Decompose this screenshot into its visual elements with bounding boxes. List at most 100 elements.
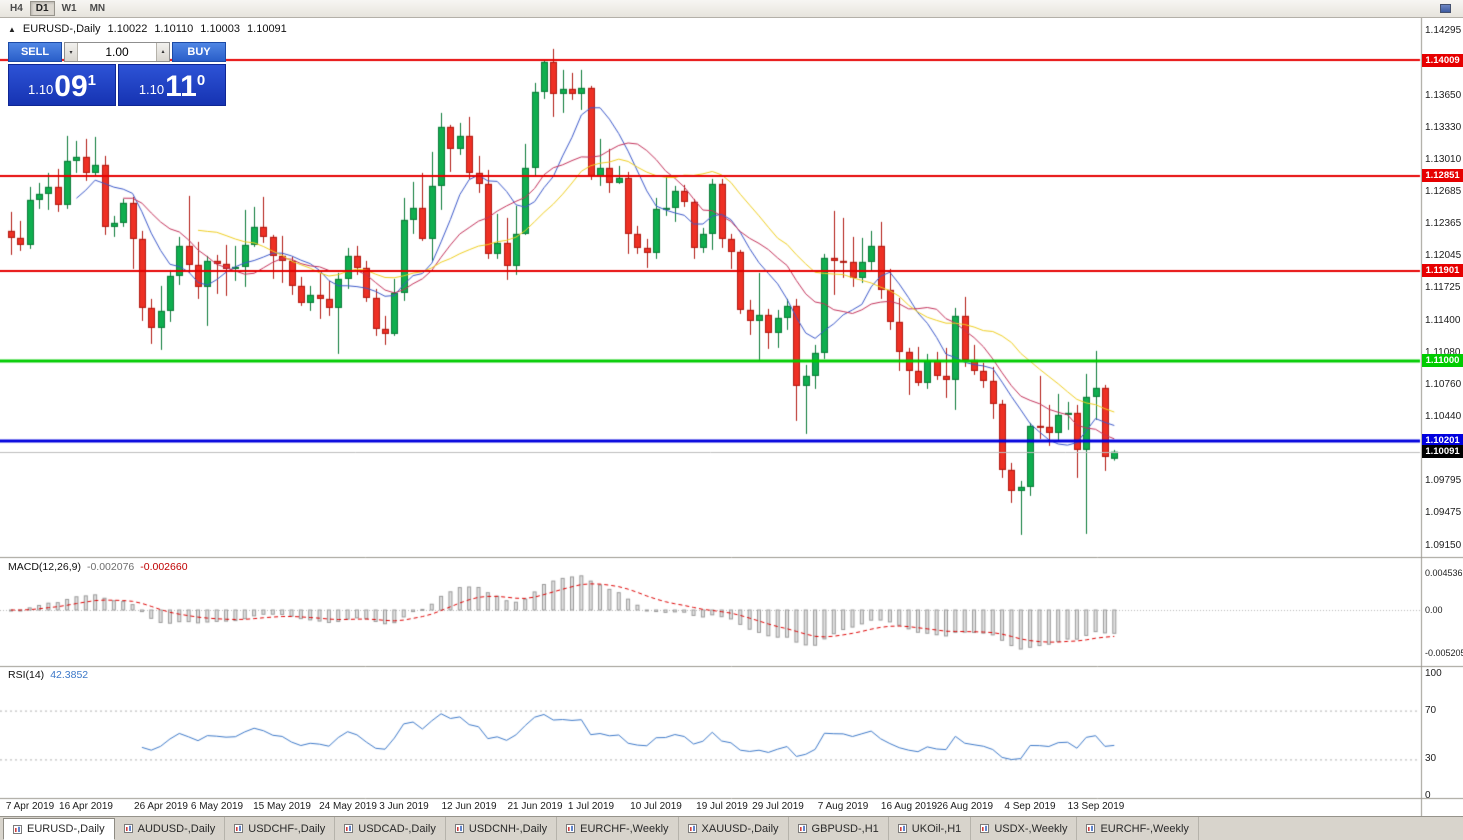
chart-symbol-label: EURUSD-,Daily bbox=[22, 23, 101, 35]
date-axis-label: 3 Jun 2019 bbox=[379, 801, 429, 812]
price-axis-tick: 1.11080 bbox=[1425, 346, 1461, 358]
current-price-tag: 1.10091 bbox=[1422, 445, 1463, 458]
price-axis-tick: 1.09475 bbox=[1425, 507, 1462, 519]
volume-increase-button[interactable]: ▴ bbox=[156, 43, 169, 61]
rsi-name: RSI(14) bbox=[8, 669, 45, 681]
hline-price-tag: 1.11000 bbox=[1422, 354, 1463, 367]
price-axis-tick: 1.12685 bbox=[1425, 186, 1462, 198]
chart-tab-ukoil-h1[interactable]: UKOil-,H1 bbox=[889, 817, 972, 840]
chart-tab-icon bbox=[454, 824, 464, 833]
date-axis-label: 12 Jun 2019 bbox=[441, 801, 497, 812]
chart-direction-icon: ▲ bbox=[8, 24, 16, 34]
date-axis-label: 10 Jul 2019 bbox=[630, 801, 682, 812]
price-axis-tick: 1.12365 bbox=[1425, 218, 1462, 230]
chart-tab-label: GBPUSD-,H1 bbox=[811, 822, 879, 835]
rsi-axis-tick: 0 bbox=[1425, 790, 1431, 801]
timeframe-button-w1[interactable]: W1 bbox=[61, 3, 77, 14]
rsi-axis-tick: 100 bbox=[1425, 668, 1442, 679]
chart-tab-label: USDCNH-,Daily bbox=[468, 822, 548, 835]
macd-panel-label: MACD(12,26,9) -0.002076 -0.002660 bbox=[8, 561, 188, 573]
chart-tab-label: AUDUSD-,Daily bbox=[137, 822, 216, 835]
date-axis-label: 1 Jul 2019 bbox=[567, 801, 615, 812]
date-axis-label: 7 Aug 2019 bbox=[817, 801, 869, 812]
hline-price-tag: 1.12851 bbox=[1422, 169, 1463, 182]
date-axis-label: 21 Jun 2019 bbox=[507, 801, 563, 812]
timeframe-button-d1[interactable]: D1 bbox=[29, 1, 55, 16]
hline-price-tag: 1.10201 bbox=[1422, 434, 1463, 447]
chart-tab-icon bbox=[980, 824, 990, 833]
timeframe-toolbar: H4 D1 W1 MN bbox=[0, 0, 1463, 18]
chart-tab-label: XAUUSD-,Daily bbox=[701, 822, 779, 835]
chart-tab-label: EURCHF-,Weekly bbox=[580, 822, 669, 835]
macd-axis-tick: 0.004536 bbox=[1425, 567, 1463, 578]
timeframe-button-mn[interactable]: MN bbox=[89, 3, 106, 14]
hline-price-tag: 1.14009 bbox=[1422, 54, 1463, 67]
date-axis-label: 16 Aug 2019 bbox=[880, 801, 938, 812]
chart-tab-icon bbox=[13, 824, 22, 834]
price-axis-tick: 1.10440 bbox=[1425, 410, 1462, 422]
chart-tab-usdcad-daily[interactable]: USDCAD-,Daily bbox=[335, 817, 446, 840]
date-axis-label: 13 Sep 2019 bbox=[1067, 801, 1125, 812]
macd-signal-value: -0.002660 bbox=[140, 561, 188, 573]
chart-tab-eurchf-weekly[interactable]: EURCHF-,Weekly bbox=[557, 817, 679, 840]
chart-ohlc-header: ▲ EURUSD-,Daily 1.10022 1.10110 1.10003 … bbox=[8, 23, 287, 35]
sell-price-display[interactable]: 1.10 09 1 bbox=[8, 64, 116, 106]
chart-tab-icon bbox=[687, 824, 697, 833]
rsi-panel-label: RSI(14) 42.3852 bbox=[8, 669, 88, 681]
chart-tab-eurchf-weekly[interactable]: EURCHF-,Weekly bbox=[1077, 817, 1199, 840]
chart-tab-label: USDCAD-,Daily bbox=[358, 822, 436, 835]
volume-decrease-button[interactable]: ▾ bbox=[65, 43, 78, 61]
rsi-value: 42.3852 bbox=[50, 669, 89, 681]
hline-price-tag: 1.11901 bbox=[1422, 264, 1463, 277]
price-axis-tick: 1.13330 bbox=[1425, 121, 1462, 133]
chart-tab-usdx-weekly[interactable]: USDX-,Weekly bbox=[971, 817, 1078, 840]
buy-price-prefix: 1.10 bbox=[138, 82, 165, 97]
price-axis-tick: 1.10760 bbox=[1425, 378, 1462, 390]
chart-tab-xauusd-daily[interactable]: XAUUSD-,Daily bbox=[679, 817, 789, 840]
macd-axis-tick: 0.00 bbox=[1425, 605, 1443, 615]
chart-tab-icon bbox=[1086, 824, 1096, 833]
price-axis-tick: 1.09150 bbox=[1425, 539, 1462, 551]
date-axis-label: 6 May 2019 bbox=[190, 801, 244, 812]
volume-value[interactable]: 1.00 bbox=[105, 45, 129, 59]
chart-tab-icon bbox=[797, 824, 807, 833]
chart-tab-label: EURUSD-,Daily bbox=[27, 823, 105, 835]
sell-price-pips: 09 bbox=[54, 70, 88, 103]
chart-tab-icon bbox=[897, 824, 907, 833]
macd-name: MACD(12,26,9) bbox=[8, 561, 81, 573]
price-axis-tick: 1.11725 bbox=[1425, 282, 1461, 294]
price-axis-tick: 1.09795 bbox=[1425, 475, 1462, 487]
ohlc-open: 1.10022 bbox=[107, 23, 148, 35]
volume-field[interactable]: ▾ 1.00 ▴ bbox=[64, 42, 170, 62]
rsi-axis-tick: 30 bbox=[1425, 753, 1437, 765]
date-axis-label: 7 Apr 2019 bbox=[5, 801, 55, 812]
chart-window-icon[interactable] bbox=[1440, 4, 1451, 13]
chart-tab-icon bbox=[234, 824, 244, 833]
sell-button[interactable]: SELL bbox=[8, 42, 62, 62]
price-axis-tick: 1.14295 bbox=[1425, 25, 1462, 37]
date-axis-label: 24 May 2019 bbox=[319, 801, 377, 812]
rsi-axis-tick: 70 bbox=[1425, 704, 1437, 716]
chart-tab-label: EURCHF-,Weekly bbox=[1100, 822, 1189, 835]
chart-tab-label: USDCHF-,Daily bbox=[248, 822, 326, 835]
chart-tab-audusd-daily[interactable]: AUDUSD-,Daily bbox=[115, 817, 226, 840]
sell-price-pipette: 1 bbox=[87, 72, 97, 89]
date-axis-label: 26 Apr 2019 bbox=[134, 801, 188, 812]
chart-tab-usdcnh-daily[interactable]: USDCNH-,Daily bbox=[446, 817, 558, 840]
chart-tab-usdchf-daily[interactable]: USDCHF-,Daily bbox=[225, 817, 336, 840]
price-axis-tick: 1.12045 bbox=[1425, 250, 1462, 262]
buy-button[interactable]: BUY bbox=[172, 42, 226, 62]
price-axis-tick: 1.13010 bbox=[1425, 153, 1462, 165]
one-click-trading-panel: SELL ▾ 1.00 ▴ BUY 1.10 09 1 1.10 11 0 bbox=[8, 42, 226, 106]
buy-price-pipette: 0 bbox=[196, 72, 206, 89]
buy-price-pips: 11 bbox=[165, 70, 197, 103]
timeframe-button-group: H4 D1 W1 MN bbox=[4, 1, 111, 16]
chart-tab-eurusd-daily[interactable]: EURUSD-,Daily bbox=[3, 818, 115, 840]
chart-tab-gbpusd-h1[interactable]: GBPUSD-,H1 bbox=[789, 817, 889, 840]
chart-tab-label: USDX-,Weekly bbox=[994, 822, 1068, 835]
buy-price-display[interactable]: 1.10 11 0 bbox=[118, 64, 226, 106]
price-chart-canvas[interactable] bbox=[0, 18, 1463, 816]
chart-tab-icon bbox=[123, 824, 133, 833]
timeframe-button-h4[interactable]: H4 bbox=[10, 3, 23, 14]
